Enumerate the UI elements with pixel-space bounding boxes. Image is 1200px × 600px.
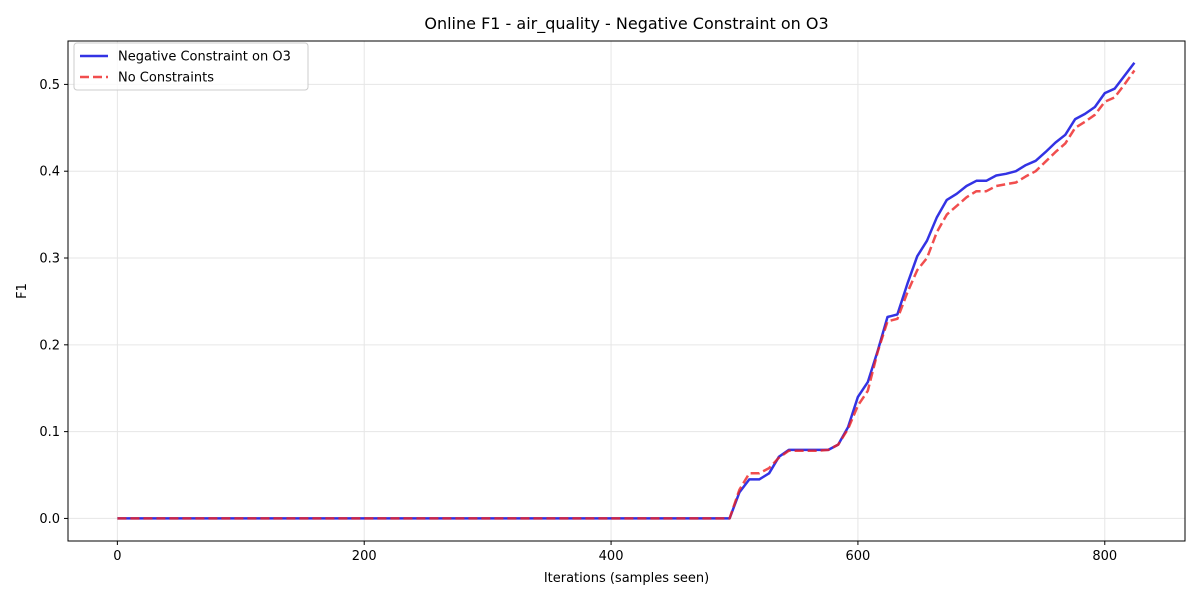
- plot-frame: [67, 40, 1186, 542]
- series-line-no-constraints: [117, 69, 1136, 520]
- y-axis-title: F1: [15, 283, 30, 299]
- y-tick-label: 0.2: [39, 338, 60, 353]
- chart-title: Online F1 - air_quality - Negative Const…: [424, 14, 828, 34]
- axis-ticks: 0 200 400 600 800 0.0 0.1 0.2 0.3 0.4 0.5: [39, 78, 1117, 564]
- x-axis-title: Iterations (samples seen): [544, 571, 709, 586]
- legend-label-no-constraints: No Constraints: [118, 71, 214, 86]
- x-tick-label: 0: [113, 549, 121, 564]
- legend-box: [73, 42, 309, 91]
- x-tick-label: 600: [846, 549, 871, 564]
- grid-lines: [68, 41, 1185, 541]
- x-tick-label: 200: [352, 549, 377, 564]
- legend: Negative Constraint on O3 No Constraints: [73, 42, 309, 91]
- y-tick-label: 0.1: [39, 425, 60, 440]
- series-line-negative-constraint: [117, 61, 1136, 520]
- y-tick-label: 0.3: [39, 252, 60, 267]
- series-lines: [117, 61, 1136, 520]
- y-tick-label: 0.0: [39, 512, 60, 527]
- x-tick-label: 800: [1092, 549, 1117, 564]
- legend-label-negative-constraint: Negative Constraint on O3: [118, 50, 291, 65]
- y-tick-label: 0.5: [39, 78, 60, 93]
- y-tick-label: 0.4: [39, 165, 60, 180]
- x-tick-label: 400: [599, 549, 624, 564]
